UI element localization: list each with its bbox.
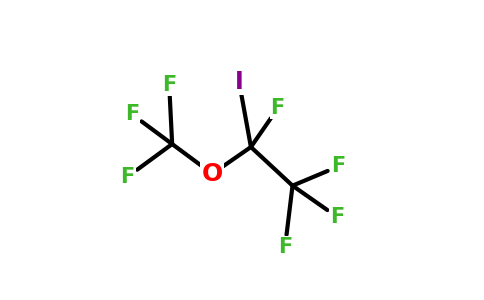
Text: F: F	[162, 75, 176, 94]
Text: F: F	[330, 207, 344, 227]
Text: F: F	[125, 104, 139, 124]
Text: I: I	[235, 70, 243, 94]
Text: F: F	[271, 98, 285, 118]
Text: F: F	[121, 167, 135, 187]
Text: F: F	[332, 156, 346, 176]
Text: F: F	[278, 237, 292, 256]
Text: O: O	[202, 162, 223, 186]
